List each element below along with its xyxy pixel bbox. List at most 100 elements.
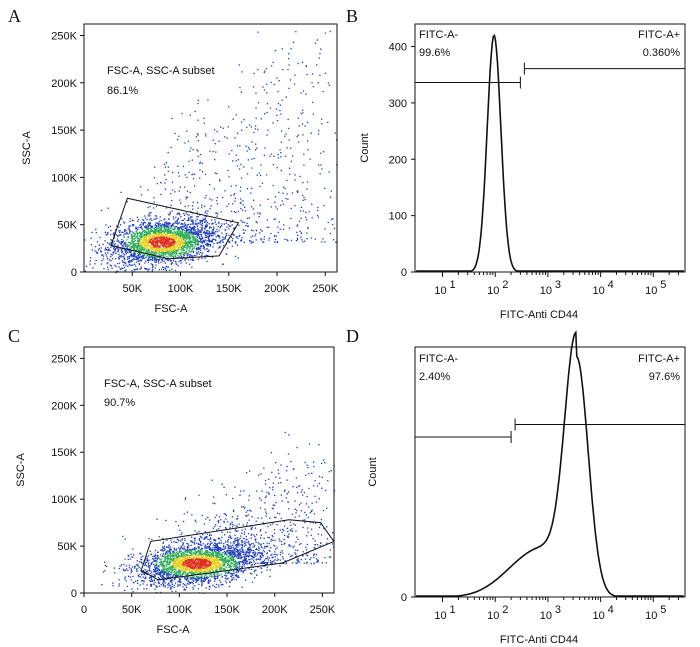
scatter-dot bbox=[139, 247, 141, 250]
scatter-dot bbox=[144, 238, 146, 241]
scatter-dot bbox=[227, 545, 229, 547]
scatter-dot bbox=[131, 260, 133, 262]
scatter-dot bbox=[128, 245, 130, 247]
scatter-dot bbox=[213, 539, 215, 541]
scatter-dot bbox=[199, 535, 201, 537]
scatter-dot bbox=[236, 244, 238, 246]
scatter-dot bbox=[186, 190, 189, 192]
scatter-dot bbox=[270, 206, 272, 208]
scatter-dot bbox=[147, 224, 149, 226]
scatter-dot bbox=[233, 228, 235, 230]
scatter-dot bbox=[133, 252, 135, 254]
scatter-dot bbox=[211, 256, 214, 258]
scatter-dot bbox=[198, 555, 200, 557]
scatter-dot bbox=[317, 216, 319, 218]
scatter-dot bbox=[218, 556, 220, 558]
scatter-dot bbox=[170, 247, 172, 249]
scatter-dot bbox=[282, 69, 284, 71]
scatter-dot bbox=[139, 232, 141, 234]
scatter-dot bbox=[254, 569, 256, 572]
scatter-dot bbox=[166, 251, 169, 253]
scatter-dot bbox=[149, 240, 151, 242]
scatter-dot bbox=[193, 554, 195, 557]
scatter-dot bbox=[139, 226, 142, 229]
scatter-dot bbox=[192, 561, 194, 563]
scatter-dot bbox=[203, 246, 205, 248]
scatter-dot bbox=[215, 569, 217, 571]
scatter-dot bbox=[233, 524, 235, 526]
scatter-dot bbox=[288, 227, 291, 229]
scatter-dot bbox=[182, 250, 185, 252]
scatter-dot bbox=[142, 224, 144, 226]
scatter-dot bbox=[183, 234, 186, 237]
scatter-dot bbox=[122, 250, 124, 253]
scatter-dot bbox=[236, 562, 238, 564]
scatter-dot bbox=[164, 166, 167, 168]
scatter-dot bbox=[225, 253, 228, 255]
scatter-dot bbox=[132, 219, 134, 222]
scatter-dot bbox=[122, 261, 124, 263]
scatter-dot bbox=[241, 129, 243, 131]
scatter-dot bbox=[175, 250, 178, 252]
scatter-dot bbox=[198, 237, 200, 239]
scatter-dot bbox=[188, 171, 190, 173]
scatter-dot bbox=[189, 571, 191, 573]
scatter-dot bbox=[140, 233, 142, 235]
scatter-dot bbox=[197, 248, 199, 250]
scatter-dot bbox=[208, 250, 210, 252]
scatter-dot bbox=[176, 248, 178, 250]
scatter-dot bbox=[230, 563, 232, 565]
scatter-dot bbox=[153, 253, 155, 256]
scatter-dot bbox=[107, 261, 109, 264]
scatter-dot bbox=[123, 221, 125, 223]
scatter-dot bbox=[247, 563, 249, 565]
scatter-dot bbox=[155, 232, 157, 234]
scatter-dot bbox=[178, 558, 181, 560]
scatter-dot bbox=[223, 549, 225, 551]
scatter-dot bbox=[204, 221, 206, 223]
scatter-dot bbox=[285, 133, 287, 135]
scatter-dot bbox=[226, 205, 228, 207]
scatter-dot bbox=[205, 195, 207, 197]
scatter-dot bbox=[211, 576, 213, 578]
scatter-dot bbox=[235, 114, 237, 116]
gate-polygon bbox=[110, 197, 240, 260]
scatter-dot bbox=[174, 222, 176, 224]
scatter-dot bbox=[318, 57, 320, 59]
scatter-dot bbox=[200, 251, 202, 254]
scatter-dot bbox=[328, 171, 330, 173]
scatter-dot bbox=[299, 175, 301, 178]
scatter-dot bbox=[100, 263, 103, 265]
scatter-dot bbox=[141, 245, 143, 247]
scatter-dot bbox=[166, 266, 168, 268]
scatter-dot bbox=[200, 542, 202, 544]
scatter-dot bbox=[120, 268, 122, 270]
scatter-dot bbox=[131, 556, 133, 558]
scatter-dot bbox=[157, 233, 159, 235]
scatter-dot bbox=[164, 252, 167, 254]
scatter-dot bbox=[193, 237, 195, 240]
scatter-dot bbox=[167, 151, 169, 154]
scatter-dot bbox=[252, 86, 255, 88]
scatter-dot bbox=[271, 65, 273, 67]
scatter-dot bbox=[122, 240, 124, 243]
scatter-dot bbox=[201, 556, 203, 559]
scatter-dot bbox=[192, 239, 194, 241]
x-axis-title: FSC-A bbox=[155, 303, 189, 315]
scatter-dot bbox=[183, 237, 185, 239]
scatter-dot bbox=[217, 225, 219, 228]
scatter-dot bbox=[218, 234, 220, 237]
scatter-dot bbox=[228, 203, 230, 205]
scatter-dot bbox=[261, 182, 264, 184]
scatter-dot bbox=[162, 585, 164, 587]
scatter-dot bbox=[201, 222, 203, 224]
scatter-dot bbox=[183, 243, 185, 245]
scatter-dot bbox=[199, 230, 202, 232]
scatter-dot bbox=[178, 246, 180, 249]
scatter-dot bbox=[245, 145, 247, 147]
scatter-dot bbox=[241, 209, 244, 211]
scatter-dot bbox=[124, 270, 126, 272]
scatter-dot bbox=[252, 241, 254, 243]
scatter-dot bbox=[274, 201, 276, 203]
scatter-dot bbox=[238, 64, 240, 66]
